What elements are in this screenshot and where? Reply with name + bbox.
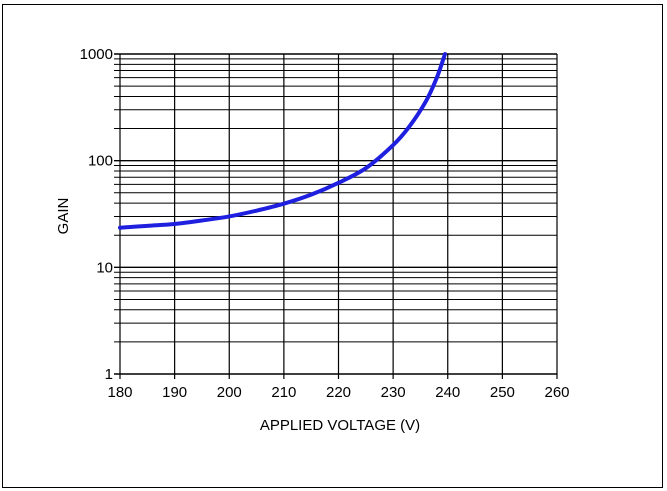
x-tick-label: 250: [490, 384, 515, 401]
x-tick-label: 240: [435, 384, 460, 401]
x-tick-label: 190: [162, 384, 187, 401]
x-tick-label: 220: [326, 384, 351, 401]
y-tick-label: 10: [96, 259, 113, 276]
grid-layer: [114, 53, 558, 379]
x-tick-label: 230: [381, 384, 406, 401]
x-axis-label: APPLIED VOLTAGE (V): [260, 417, 420, 434]
x-tick-label: 200: [217, 384, 242, 401]
chart-frame: [2, 4, 663, 488]
x-tick-label: 260: [544, 384, 569, 401]
series-layer: [118, 52, 448, 230]
y-tick-label: 1000: [80, 46, 113, 63]
y-tick-label: 100: [88, 153, 113, 170]
y-axis-label: GAIN: [55, 198, 72, 235]
x-tick-label: 210: [271, 384, 296, 401]
tick-label-layer: 180 190 200 210 220 230 240 250 260 1 10 100 1000: [80, 46, 570, 401]
x-tick-label: 180: [107, 384, 132, 401]
y-tick-label: 1: [105, 366, 113, 383]
gain-series-line: [118, 52, 448, 230]
